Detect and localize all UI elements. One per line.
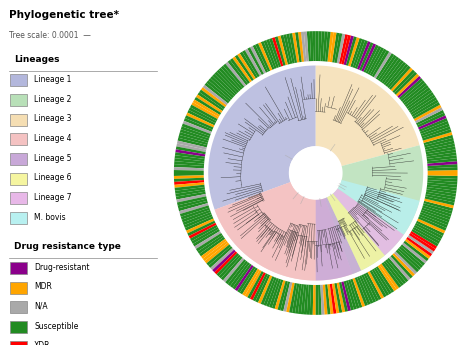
FancyBboxPatch shape (10, 74, 27, 86)
Text: M. bovis: M. bovis (34, 213, 66, 221)
Text: Lineage 3: Lineage 3 (34, 114, 72, 123)
FancyBboxPatch shape (10, 114, 27, 126)
Text: Drug-resistant: Drug-resistant (34, 263, 90, 272)
Text: Lineage 5: Lineage 5 (34, 154, 72, 162)
Text: N/A: N/A (34, 302, 48, 311)
Text: Lineage 6: Lineage 6 (34, 173, 72, 182)
FancyBboxPatch shape (10, 341, 27, 345)
Text: Tree scale: 0.0001  —: Tree scale: 0.0001 — (9, 31, 91, 40)
Text: Lineage 7: Lineage 7 (34, 193, 72, 202)
FancyBboxPatch shape (10, 282, 27, 294)
FancyBboxPatch shape (10, 153, 27, 165)
Text: XDR: XDR (34, 341, 51, 345)
Text: MDR: MDR (34, 282, 52, 291)
Text: Lineages: Lineages (14, 55, 59, 64)
Text: Phylogenetic tree*: Phylogenetic tree* (9, 10, 118, 20)
FancyBboxPatch shape (10, 192, 27, 204)
Text: Lineage 2: Lineage 2 (34, 95, 72, 103)
FancyBboxPatch shape (10, 172, 27, 185)
Text: Lineage 4: Lineage 4 (34, 134, 72, 143)
Text: Susceptible: Susceptible (34, 322, 79, 331)
Text: Lineage 1: Lineage 1 (34, 75, 72, 84)
FancyBboxPatch shape (10, 94, 27, 106)
Polygon shape (290, 147, 341, 198)
FancyBboxPatch shape (10, 301, 27, 313)
FancyBboxPatch shape (10, 133, 27, 145)
FancyBboxPatch shape (10, 212, 27, 224)
FancyBboxPatch shape (10, 262, 27, 274)
Text: Drug resistance type: Drug resistance type (14, 242, 120, 251)
FancyBboxPatch shape (10, 321, 27, 333)
